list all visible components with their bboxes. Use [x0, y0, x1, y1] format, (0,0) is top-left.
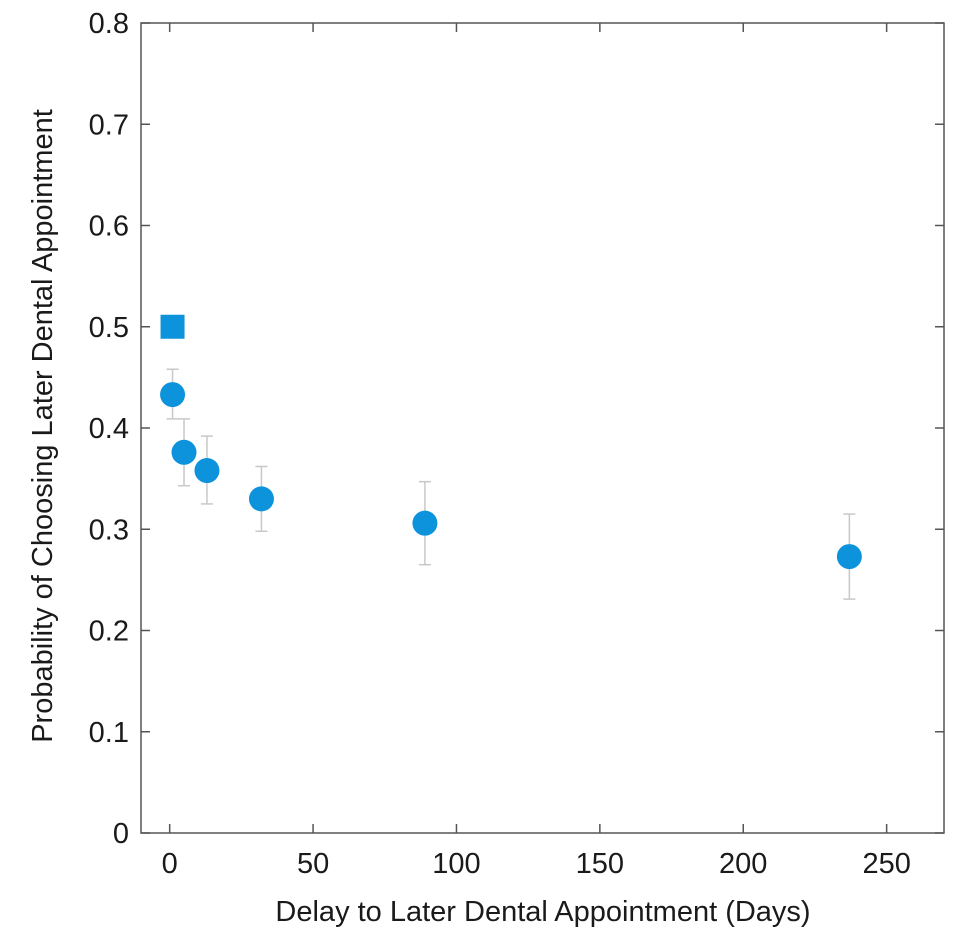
circle-point — [412, 510, 438, 536]
y-tick-label: 0.2 — [89, 616, 129, 648]
plot-border — [140, 22, 945, 834]
plot-frame — [140, 22, 945, 834]
circle-point — [248, 486, 274, 512]
y-tick-label: 0.4 — [89, 413, 129, 445]
y-axis: 0 0.1 0.2 0.3 0.4 0.5 0.6 0.7 0.8 — [89, 8, 944, 850]
data-markers — [160, 314, 862, 570]
x-tick-label: 200 — [719, 848, 767, 880]
x-axis: 0 50 100 150 200 250 — [162, 23, 911, 880]
y-tick-label: 0.7 — [89, 109, 129, 141]
y-tick-label: 0.8 — [89, 8, 129, 40]
circle-point — [160, 382, 186, 408]
error-bars — [166, 368, 856, 600]
x-tick-label: 0 — [162, 848, 178, 880]
y-axis-title: Probability of Choosing Later Dental App… — [27, 109, 59, 743]
y-tick-label: 0.3 — [89, 514, 129, 546]
x-axis-title: Delay to Later Dental Appointment (Days) — [275, 896, 810, 928]
x-tick-label: 150 — [576, 848, 624, 880]
circle-point — [836, 544, 862, 570]
y-tick-label: 0 — [113, 818, 129, 850]
y-tick-label: 0.1 — [89, 717, 129, 749]
square-point — [160, 314, 185, 339]
y-tick-label: 0.6 — [89, 211, 129, 243]
x-tick-label: 250 — [862, 848, 910, 880]
circle-point — [194, 458, 220, 484]
x-tick-label: 100 — [432, 848, 480, 880]
circle-point — [171, 439, 197, 465]
y-tick-label: 0.5 — [89, 312, 129, 344]
x-tick-label: 50 — [297, 848, 329, 880]
